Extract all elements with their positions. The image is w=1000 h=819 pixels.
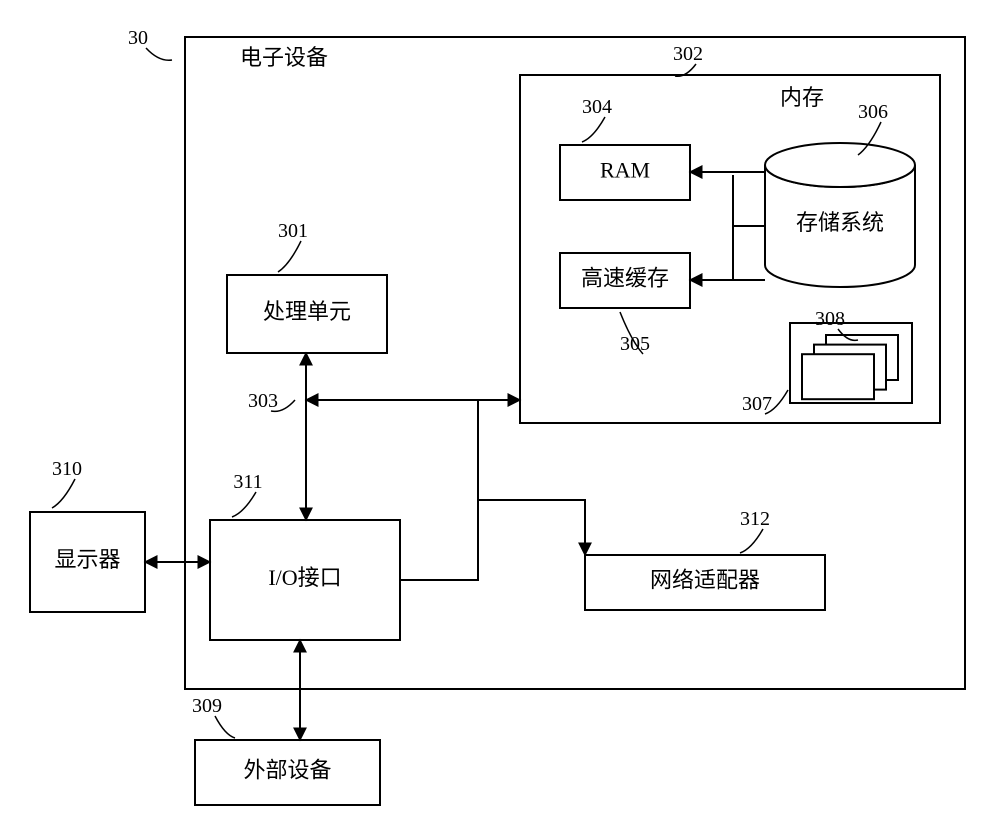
display-box-label: 显示器 <box>54 547 120 572</box>
extdev-box-label: 外部设备 <box>243 758 331 783</box>
device-title: 电子设备 <box>240 45 328 70</box>
storage-cylinder-label: 存储系统 <box>796 210 884 235</box>
callout-301: 301 <box>278 220 308 242</box>
io-box-label: I/O接口 <box>268 565 341 590</box>
callout-308: 308 <box>815 308 845 330</box>
storage-top <box>765 143 915 187</box>
edge <box>400 400 478 580</box>
callout-30: 30 <box>128 27 148 49</box>
callout-leader <box>215 716 235 738</box>
callout-leader <box>232 492 256 517</box>
callout-307: 307 <box>742 393 772 415</box>
callout-leader <box>278 241 301 272</box>
callout-304: 304 <box>582 96 612 118</box>
callout-310: 310 <box>52 458 82 480</box>
callout-leader <box>52 479 75 508</box>
callout-311: 311 <box>233 471 262 493</box>
ram-box-label: RAM <box>600 158 650 183</box>
callout-312: 312 <box>740 508 770 530</box>
memory-title: 内存 <box>780 85 824 110</box>
callout-303: 303 <box>248 390 278 412</box>
callout-leader <box>740 529 763 553</box>
callout-309: 309 <box>192 695 222 717</box>
callout-leader <box>146 48 172 60</box>
edge <box>478 500 585 555</box>
callout-302: 302 <box>673 43 703 65</box>
netadp-box-label: 网络适配器 <box>650 568 760 593</box>
cpu-box-label: 处理单元 <box>263 299 351 324</box>
callout-306: 306 <box>858 101 888 123</box>
module-card <box>802 354 874 399</box>
cache-box-label: 高速缓存 <box>581 266 669 291</box>
callout-leader <box>582 117 605 142</box>
